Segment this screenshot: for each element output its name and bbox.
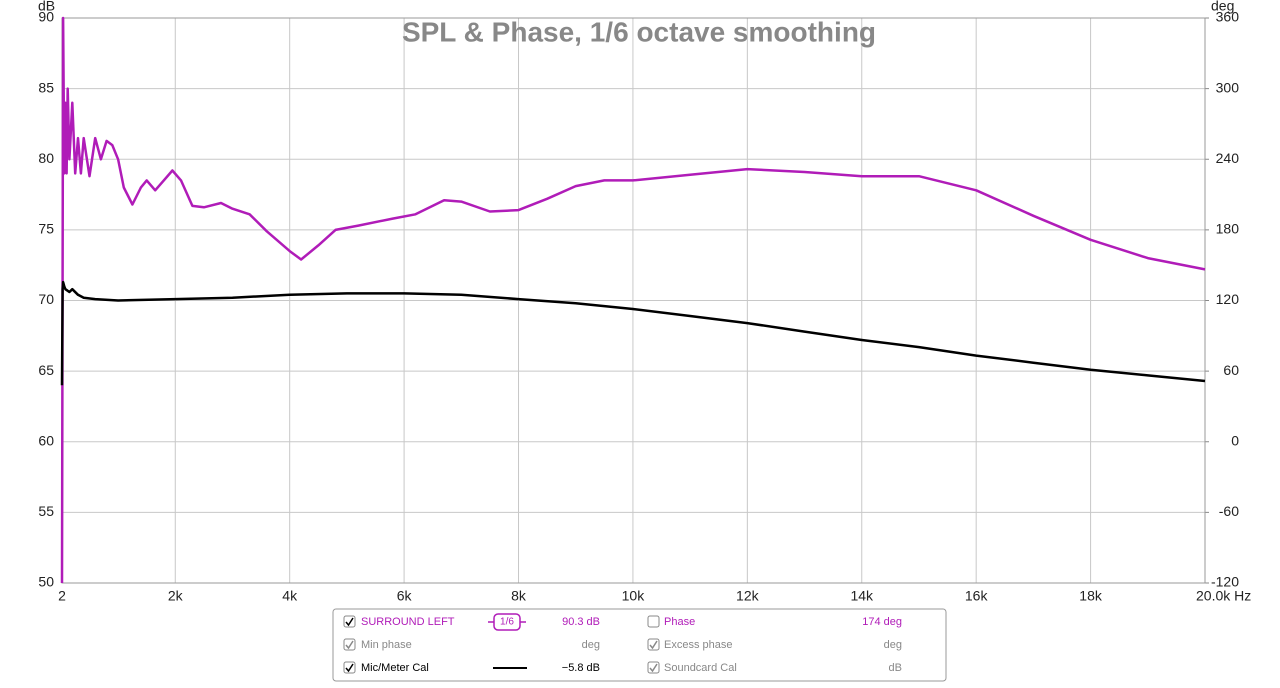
x-tick-label: 20.0k Hz: [1196, 588, 1251, 604]
x-tick-label: 18k: [1079, 588, 1103, 604]
y-tick-label: 80: [38, 150, 54, 166]
checkbox[interactable]: [343, 615, 356, 628]
checkmark: [345, 617, 354, 627]
series-line: [60, 16, 1206, 584]
y-tick-label: 60: [38, 432, 54, 448]
y2-tick-label: 180: [1216, 221, 1240, 237]
checkbox[interactable]: [343, 638, 356, 651]
x-tick-label: 8k: [511, 588, 527, 604]
y-tick-label: 85: [38, 79, 54, 95]
y2-tick-label: 240: [1216, 150, 1240, 166]
checkbox[interactable]: [647, 615, 660, 628]
checkmark: [649, 640, 658, 650]
legend-label: Mic/Meter Cal: [361, 662, 429, 674]
x-tick-label: 16k: [965, 588, 989, 604]
checkmark: [345, 640, 354, 650]
y-axis-label: dB: [38, 0, 55, 14]
x-tick-label: 4k: [282, 588, 298, 604]
x-tick-label: 2: [58, 588, 66, 604]
y2-tick-label: 300: [1216, 79, 1240, 95]
legend-panel: [332, 608, 947, 682]
legend-label: Phase: [664, 616, 695, 628]
y-tick-label: 75: [38, 221, 54, 237]
legend-label: Soundcard Cal: [664, 662, 737, 674]
x-tick-label: 6k: [397, 588, 413, 604]
y2-tick-label: 0: [1231, 432, 1239, 448]
y2-tick-label: -60: [1219, 503, 1239, 519]
y2-tick-label: 360: [1216, 9, 1240, 25]
y-tick-label: 70: [38, 291, 54, 307]
smoothing-label: 1/6: [500, 617, 514, 628]
y-tick-label: 55: [38, 503, 54, 519]
legend-value: −5.8 dB: [562, 662, 600, 674]
legend-value: 174 deg: [862, 616, 902, 628]
x-tick-label: 10k: [622, 588, 646, 604]
checkbox[interactable]: [647, 661, 660, 674]
y2-tick-label: 120: [1216, 291, 1240, 307]
chart-title: SPL & Phase, 1/6 octave smoothing: [402, 16, 876, 47]
checkmark: [345, 663, 354, 673]
series-line: [60, 280, 1206, 386]
x-tick-label: 2k: [168, 588, 184, 604]
legend-value: 90.3 dB: [562, 616, 600, 628]
y2-tick-label: 60: [1223, 362, 1239, 378]
legend-label: Excess phase: [664, 639, 732, 651]
checkbox[interactable]: [343, 661, 356, 674]
x-tick-label: 14k: [850, 588, 874, 604]
y-tick-label: 90: [38, 9, 54, 25]
checkbox[interactable]: [647, 638, 660, 651]
legend-label: SURROUND LEFT: [361, 616, 455, 628]
y2-axis-label: deg: [1211, 0, 1234, 14]
legend-value: deg: [884, 639, 902, 651]
legend-label: Min phase: [361, 639, 412, 651]
legend-value: deg: [582, 639, 600, 651]
x-tick-label: 12k: [736, 588, 760, 604]
y2-tick-label: -120: [1211, 574, 1239, 590]
y-tick-label: 50: [38, 574, 54, 590]
checkmark: [649, 663, 658, 673]
y-tick-label: 65: [38, 362, 54, 378]
legend-value: dB: [889, 662, 902, 674]
